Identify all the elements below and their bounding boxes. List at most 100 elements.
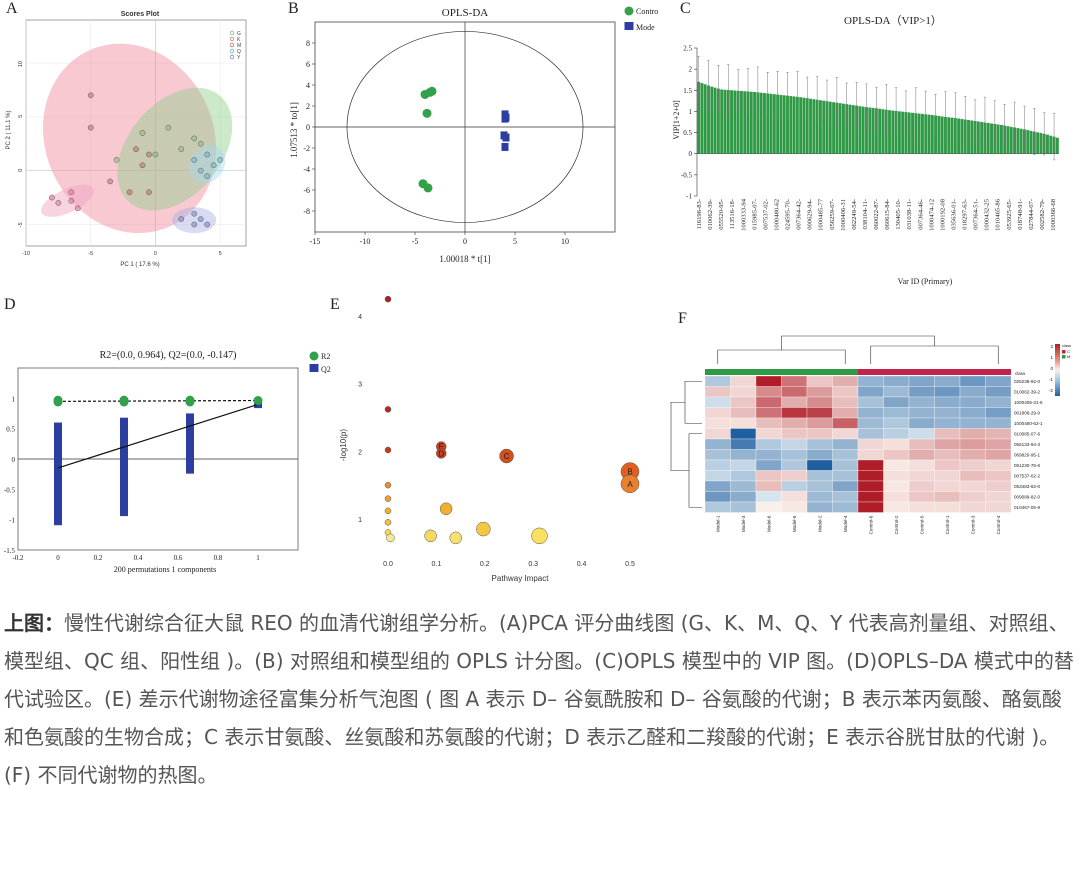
scatter-point-y bbox=[191, 210, 198, 217]
heatmap-cell bbox=[730, 438, 757, 450]
heatmap-cell bbox=[730, 417, 757, 429]
vip-bar bbox=[1019, 128, 1023, 154]
x-tick-label: 053925-65- bbox=[1006, 199, 1013, 230]
vip-bar bbox=[756, 92, 760, 154]
heatmap-cell bbox=[908, 491, 935, 503]
class-bar-cell bbox=[985, 369, 1011, 375]
x-tick-label: 007364-46- bbox=[917, 199, 924, 230]
q2-point bbox=[186, 438, 194, 444]
dendrogram-branch bbox=[870, 345, 999, 364]
model-point bbox=[502, 113, 510, 122]
heatmap-cell bbox=[908, 386, 935, 398]
vip-bar bbox=[1006, 126, 1010, 154]
scatter-point-y bbox=[178, 216, 185, 222]
vip-bar bbox=[980, 121, 984, 154]
scatter-point-q bbox=[191, 157, 198, 163]
x-tick-label: 0.6 bbox=[174, 554, 183, 562]
y-tick-label: 0 bbox=[689, 150, 693, 158]
y-tick-label: 2 bbox=[306, 102, 310, 111]
x-tick-label: 0.2 bbox=[94, 554, 103, 562]
vip-bar bbox=[766, 93, 770, 154]
heatmap-cell bbox=[934, 396, 961, 408]
vip-bar bbox=[871, 107, 875, 154]
row-label: 010062-39-2 bbox=[1014, 390, 1040, 395]
q2-point bbox=[120, 443, 128, 449]
pathway-bubble bbox=[384, 481, 392, 489]
vip-bar bbox=[753, 91, 757, 154]
heatmap-cell bbox=[857, 375, 884, 387]
x-tick-label: 035636-01- bbox=[950, 199, 957, 230]
vip-bar bbox=[726, 89, 730, 154]
col-label: Model-2 bbox=[817, 515, 822, 532]
x-tick-label: 055520-95- bbox=[718, 199, 725, 230]
q2-point bbox=[54, 520, 62, 526]
heatmap-cell bbox=[806, 407, 833, 419]
heatmap-cell bbox=[959, 386, 986, 398]
heatmap-cell bbox=[934, 417, 961, 429]
q2-point bbox=[120, 481, 128, 487]
pathway-bubble bbox=[439, 502, 453, 516]
heatmap-cell bbox=[985, 470, 1012, 482]
vip-bar bbox=[907, 112, 911, 154]
x-axis-label: PC 1 ( 17.6 %) bbox=[120, 262, 159, 268]
scatter-point-m bbox=[133, 146, 139, 152]
x-tick-label: 1000474-12 bbox=[928, 199, 935, 231]
q2-regression-line bbox=[57, 403, 259, 469]
x-tick-label: 0 bbox=[154, 251, 157, 257]
scatter-point-m bbox=[87, 124, 94, 131]
y-tick-label: 0 bbox=[306, 123, 310, 132]
heatmap-cell bbox=[781, 459, 808, 471]
heatmap-cell bbox=[730, 375, 757, 387]
q2-point bbox=[120, 451, 128, 457]
row-label: 007537-02-2 bbox=[1014, 474, 1040, 479]
vip-bar bbox=[769, 93, 773, 154]
vip-bar bbox=[746, 91, 750, 154]
heatmap-cell bbox=[857, 449, 884, 461]
vip-bar bbox=[986, 122, 990, 154]
vip-bar bbox=[713, 87, 717, 154]
x-tick-label: 018748-91- bbox=[1017, 199, 1024, 230]
vip-bar bbox=[822, 100, 826, 154]
heatmap-cell bbox=[730, 407, 757, 419]
q2-point bbox=[54, 460, 62, 466]
vip-bar bbox=[749, 91, 753, 154]
q2-point bbox=[120, 506, 128, 512]
vip-bar bbox=[897, 111, 901, 154]
vip-bar bbox=[782, 95, 786, 154]
q2-point bbox=[120, 485, 128, 491]
pathway-bubble-chart: Pathway Impact -log10(p) 0.0 0.1 0.2 0.3 0.4… bbox=[339, 295, 640, 583]
heatmap-cell bbox=[730, 491, 757, 503]
x-tick-label: -15 bbox=[310, 237, 321, 246]
caption-prefix: 上图： bbox=[4, 611, 64, 635]
heatmap-cell bbox=[755, 491, 782, 503]
heatmap-cell bbox=[959, 407, 986, 419]
y-tick-label: 0.5 bbox=[6, 426, 15, 434]
vip-bar bbox=[930, 115, 934, 154]
heatmap-cell bbox=[730, 428, 757, 440]
legend-marker bbox=[229, 54, 235, 60]
legend-marker-model bbox=[624, 22, 634, 30]
row-label: 1000480-62-1 bbox=[1014, 421, 1043, 426]
opls-da-score-plot: OPLS-DA 1.00018 * t[1] 1.07513 * to[1] -… bbox=[289, 6, 658, 264]
heatmap-cell bbox=[985, 480, 1012, 492]
pathway-bubble bbox=[384, 446, 392, 454]
x-tick-label: 1 bbox=[256, 554, 260, 562]
scatter-point-q bbox=[204, 173, 211, 179]
heatmap-cell bbox=[704, 438, 731, 450]
x-tick-label: -5 bbox=[412, 237, 419, 246]
heatmap-cell bbox=[832, 480, 859, 492]
row-label: 053483-82-0 bbox=[1014, 484, 1040, 489]
heatmap-cell bbox=[832, 470, 859, 482]
x-axis-label: 200 permutations 1 components bbox=[114, 565, 216, 574]
q2-point bbox=[120, 438, 128, 444]
heatmap-cell bbox=[832, 491, 859, 503]
heatmap-cell bbox=[908, 501, 935, 513]
scatter-point-k bbox=[49, 194, 55, 201]
q2-point bbox=[120, 455, 128, 461]
legend-marker bbox=[229, 42, 235, 48]
pathway-bubble bbox=[384, 519, 392, 526]
bubble-label: C bbox=[504, 452, 510, 461]
y-tick-label: 8 bbox=[306, 39, 310, 48]
chart-title: OPLS-DA（VIP>1） bbox=[844, 14, 942, 27]
colorbar-tick-label: -1 bbox=[1049, 377, 1054, 382]
